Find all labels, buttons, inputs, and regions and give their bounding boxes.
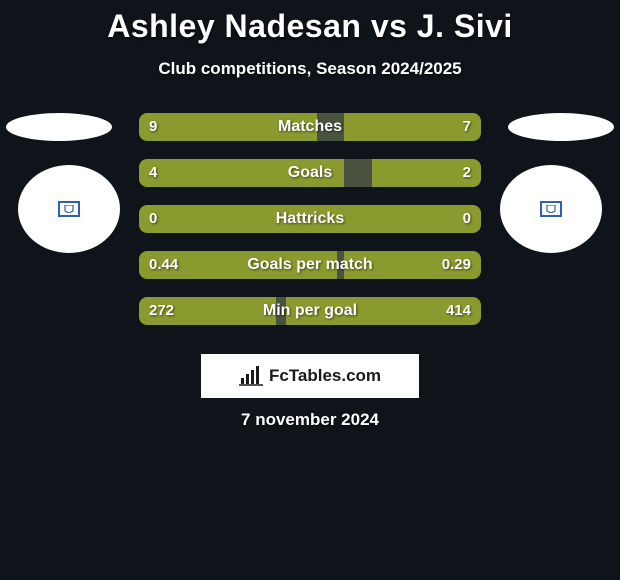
- stat-label: Goals per match: [139, 251, 481, 279]
- stat-value-right: 2: [463, 159, 471, 187]
- stat-label: Hattricks: [139, 205, 481, 233]
- stat-value-left: 4: [149, 159, 157, 187]
- stat-label: Goals: [139, 159, 481, 187]
- chart-icon: [239, 366, 263, 386]
- player-right-ellipse: [508, 113, 614, 141]
- stat-row: Goals per match0.44 0.29: [139, 251, 481, 279]
- stat-row: Matches9 7: [139, 113, 481, 141]
- page-subtitle: Club competitions, Season 2024/2025: [0, 59, 620, 79]
- stat-bars: Matches9 7 Goals4 2 Hattricks0 0 Goals per mat…: [139, 113, 481, 325]
- stat-value-left: 0.44: [149, 251, 178, 279]
- stat-label: Min per goal: [139, 297, 481, 325]
- stat-value-right: 7: [463, 113, 471, 141]
- stat-value-right: 0: [463, 205, 471, 233]
- player-left-ellipse: [6, 113, 112, 141]
- stat-value-right: 0.29: [442, 251, 471, 279]
- brand-text: FcTables.com: [269, 366, 381, 386]
- stat-row: Hattricks0 0: [139, 205, 481, 233]
- stat-value-right: 414: [446, 297, 471, 325]
- stat-label: Matches: [139, 113, 481, 141]
- stat-row: Min per goal272 414: [139, 297, 481, 325]
- stat-value-left: 0: [149, 205, 157, 233]
- stat-value-left: 272: [149, 297, 174, 325]
- brand-box: FcTables.com: [201, 354, 419, 398]
- player-right-badge: [500, 165, 602, 253]
- shield-icon: [540, 201, 562, 217]
- stat-row: Goals4 2: [139, 159, 481, 187]
- date-text: 7 november 2024: [0, 410, 620, 430]
- stat-value-left: 9: [149, 113, 157, 141]
- shield-icon: [58, 201, 80, 217]
- page-title: Ashley Nadesan vs J. Sivi: [0, 0, 620, 45]
- player-left-badge: [18, 165, 120, 253]
